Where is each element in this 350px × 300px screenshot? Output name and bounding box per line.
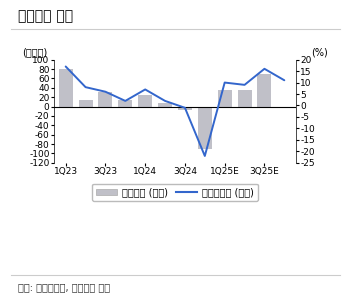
Bar	[158, 103, 172, 106]
Bar	[218, 90, 232, 106]
Bar	[178, 106, 192, 110]
Legend: 영업이익 (좌측), 영업이익률 (우측): 영업이익 (좌측), 영업이익률 (우측)	[92, 184, 258, 201]
Bar	[79, 100, 92, 106]
Bar	[59, 69, 73, 106]
Bar	[198, 106, 212, 149]
Text: 영업이익 추이: 영업이익 추이	[18, 9, 73, 23]
Text: 자료: 엔씨소프트, 삼성증권 추정: 자료: 엔씨소프트, 삼성증권 추정	[18, 283, 110, 292]
Bar	[238, 90, 252, 106]
Text: (%): (%)	[311, 48, 328, 58]
Bar	[118, 100, 132, 106]
Bar	[258, 74, 271, 106]
Bar	[98, 92, 112, 106]
Text: (십억원): (십억원)	[22, 48, 48, 58]
Bar	[138, 95, 152, 106]
